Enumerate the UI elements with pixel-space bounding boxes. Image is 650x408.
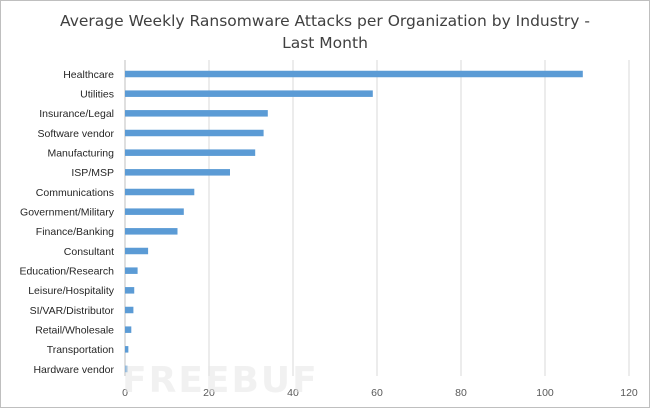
watermark: FREEBUF [122,360,319,401]
x-tick-label-4: 80 [455,387,467,399]
category-label-15: Hardware vendor [33,364,114,376]
bar-14 [125,346,129,353]
category-label-12: SI/VAR/Distributor [30,305,115,317]
bar-11 [125,287,135,294]
x-tick-label-2: 40 [287,387,299,399]
bar-7 [125,208,184,215]
category-label-9: Consultant [64,246,114,258]
chart-title: Average Weekly Ransomware Attacks per Or… [0,10,650,54]
category-label-4: Manufacturing [47,147,114,159]
x-tick-label-0: 0 [122,387,128,399]
x-tick-label-1: 20 [203,387,215,399]
x-tick-label-6: 120 [620,387,638,399]
bar-13 [125,326,132,333]
category-label-1: Utilities [80,88,114,100]
x-tick-label-5: 100 [536,387,554,399]
category-label-11: Leisure/Hospitality [28,285,115,297]
bar-12 [125,306,134,314]
category-label-6: Communications [36,187,114,199]
category-label-8: Finance/Banking [36,226,114,238]
chart-title-line-2: Last Month [282,34,368,52]
category-label-14: Transportation [47,344,114,356]
category-label-13: Retail/Wholesale [35,324,114,336]
x-tick-label-3: 60 [371,387,383,399]
bar-9 [125,247,149,255]
bar-4 [125,149,256,156]
category-label-7: Government/Military [20,206,115,218]
category-label-2: Insurance/Legal [39,108,114,120]
category-label-0: Healthcare [63,69,114,81]
bar-8 [125,228,178,235]
bar-3 [125,129,264,137]
bar-1 [125,90,373,97]
bar-2 [125,110,268,117]
chart-title-line-1: Average Weekly Ransomware Attacks per Or… [60,12,590,30]
category-label-5: ISP/MSP [71,167,114,179]
category-label-3: Software vendor [38,128,115,140]
bar-5 [125,169,230,176]
bar-15 [125,365,128,373]
bar-6 [125,188,195,196]
category-label-10: Education/Research [19,265,114,277]
bar-0 [125,70,583,78]
bar-10 [125,267,138,274]
